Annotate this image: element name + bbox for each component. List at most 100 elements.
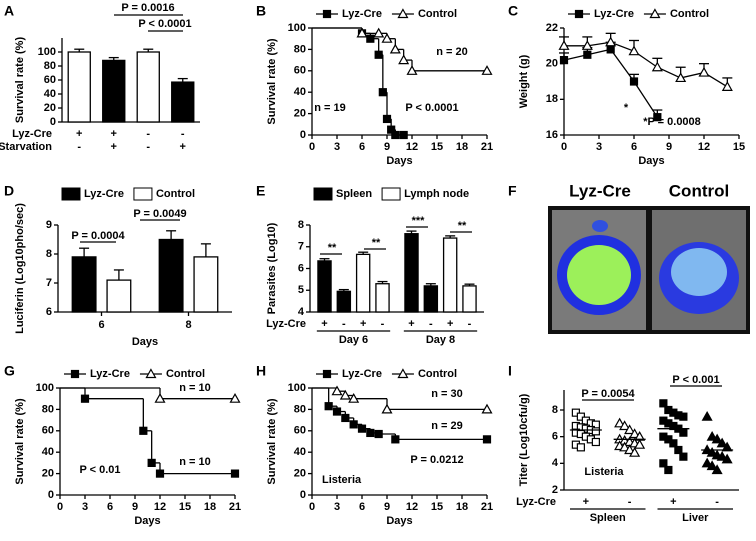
x-tick-label: 18 xyxy=(456,501,468,513)
row-sign: - xyxy=(468,318,472,330)
y-axis-label: Weight (g) xyxy=(518,54,530,108)
annotation: P < 0.0001 xyxy=(138,18,191,30)
y-axis-label: Survival rate (%) xyxy=(266,38,278,125)
panel-letter: C xyxy=(508,3,518,19)
panel-letter: D xyxy=(4,183,14,199)
annotation: *** xyxy=(412,215,426,227)
x-tick-label: 9 xyxy=(384,141,390,153)
legend-swatch xyxy=(61,187,81,201)
y-tick-label: 100 xyxy=(288,22,306,34)
annotation: *P = 0.0008 xyxy=(643,116,701,128)
y-tick-label: 7 xyxy=(298,241,304,253)
x-tick-label: 3 xyxy=(82,501,88,513)
marker xyxy=(606,45,615,54)
legend-swatch xyxy=(381,187,401,201)
marker xyxy=(679,428,688,437)
group-label: Liver xyxy=(682,512,709,524)
marker xyxy=(155,469,165,478)
y-tick-label: 18 xyxy=(546,93,558,105)
marker xyxy=(721,81,733,91)
row-sign: - xyxy=(429,318,433,330)
marker xyxy=(332,407,342,416)
marker xyxy=(605,36,617,47)
annotation: n = 29 xyxy=(431,420,463,432)
marker xyxy=(229,392,241,403)
y-tick-label: 0 xyxy=(48,489,54,501)
y-tick-label: 4 xyxy=(552,457,559,469)
marker xyxy=(619,441,631,452)
x-tick-label: 12 xyxy=(406,501,418,513)
x-tick-label: 6 xyxy=(359,501,365,513)
legend-marker xyxy=(70,369,80,379)
x-tick-label: 3 xyxy=(334,501,340,513)
signal-left-core xyxy=(567,245,631,305)
marker xyxy=(373,27,385,38)
marker xyxy=(154,392,166,403)
x-tick-label: 8 xyxy=(185,319,191,331)
marker xyxy=(80,394,90,403)
marker xyxy=(628,45,640,56)
y-tick-label: 20 xyxy=(44,102,56,114)
legend-label: Lyz-Cre xyxy=(594,8,634,20)
legend-swatch xyxy=(133,187,153,201)
x-tick-label: 21 xyxy=(481,501,493,513)
marker xyxy=(324,402,333,411)
marker xyxy=(591,437,600,447)
marker xyxy=(711,464,723,475)
bar xyxy=(442,237,458,313)
marker xyxy=(698,66,710,77)
marker xyxy=(348,392,360,403)
legend-label: Control xyxy=(156,188,195,200)
y-tick-label: 80 xyxy=(44,60,56,72)
x-tick-label: 15 xyxy=(179,501,191,513)
marker xyxy=(399,130,408,140)
marker xyxy=(614,417,626,428)
y-tick-label: 100 xyxy=(36,382,54,394)
y-tick-label: 60 xyxy=(42,425,54,437)
y-axis-label: Titer (Log10cfu/g) xyxy=(518,393,530,486)
marker xyxy=(669,439,678,448)
marker xyxy=(706,460,718,471)
marker xyxy=(716,437,728,448)
marker xyxy=(653,113,662,122)
marker xyxy=(581,40,593,50)
y-tick-label: 16 xyxy=(546,129,558,141)
y-tick-label: 8 xyxy=(46,248,52,260)
legend-label: Lyz-Cre xyxy=(342,368,382,380)
x-tick-label: 6 xyxy=(359,141,365,153)
marker xyxy=(391,435,400,444)
bar xyxy=(67,51,91,123)
bar xyxy=(317,260,332,313)
x-axis-label: Days xyxy=(638,155,664,167)
x-tick-label: 21 xyxy=(229,501,241,513)
row-sign: + xyxy=(408,318,414,330)
row-sign: - xyxy=(181,128,185,140)
legend-marker xyxy=(145,368,157,379)
marker xyxy=(559,55,569,65)
legend-label: Lyz-Cre xyxy=(342,8,382,20)
x-axis-label: Days xyxy=(132,336,158,348)
bar xyxy=(336,290,352,313)
y-tick-label: 20 xyxy=(42,468,54,480)
y-tick-label: 0 xyxy=(50,116,56,128)
bar xyxy=(375,283,390,313)
panel-letter: I xyxy=(508,363,512,379)
y-tick-label: 22 xyxy=(546,22,558,34)
marker xyxy=(591,427,600,436)
marker xyxy=(721,453,733,464)
row-sign: + xyxy=(670,496,676,508)
marker xyxy=(634,438,646,449)
bar xyxy=(158,238,184,313)
annotation: n = 30 xyxy=(431,388,463,400)
annotation: P < 0.01 xyxy=(79,464,120,476)
marker xyxy=(711,433,723,444)
signal-right-core xyxy=(671,248,727,296)
row-sign: - xyxy=(381,318,385,330)
marker xyxy=(679,452,688,461)
y-axis-label: Luciferin (Log10pho/sec) xyxy=(14,203,26,334)
x-tick-label: 9 xyxy=(666,141,672,153)
marker xyxy=(374,429,383,439)
row-sign: - xyxy=(146,141,150,153)
y-tick-label: 6 xyxy=(552,431,558,443)
marker xyxy=(659,459,668,468)
